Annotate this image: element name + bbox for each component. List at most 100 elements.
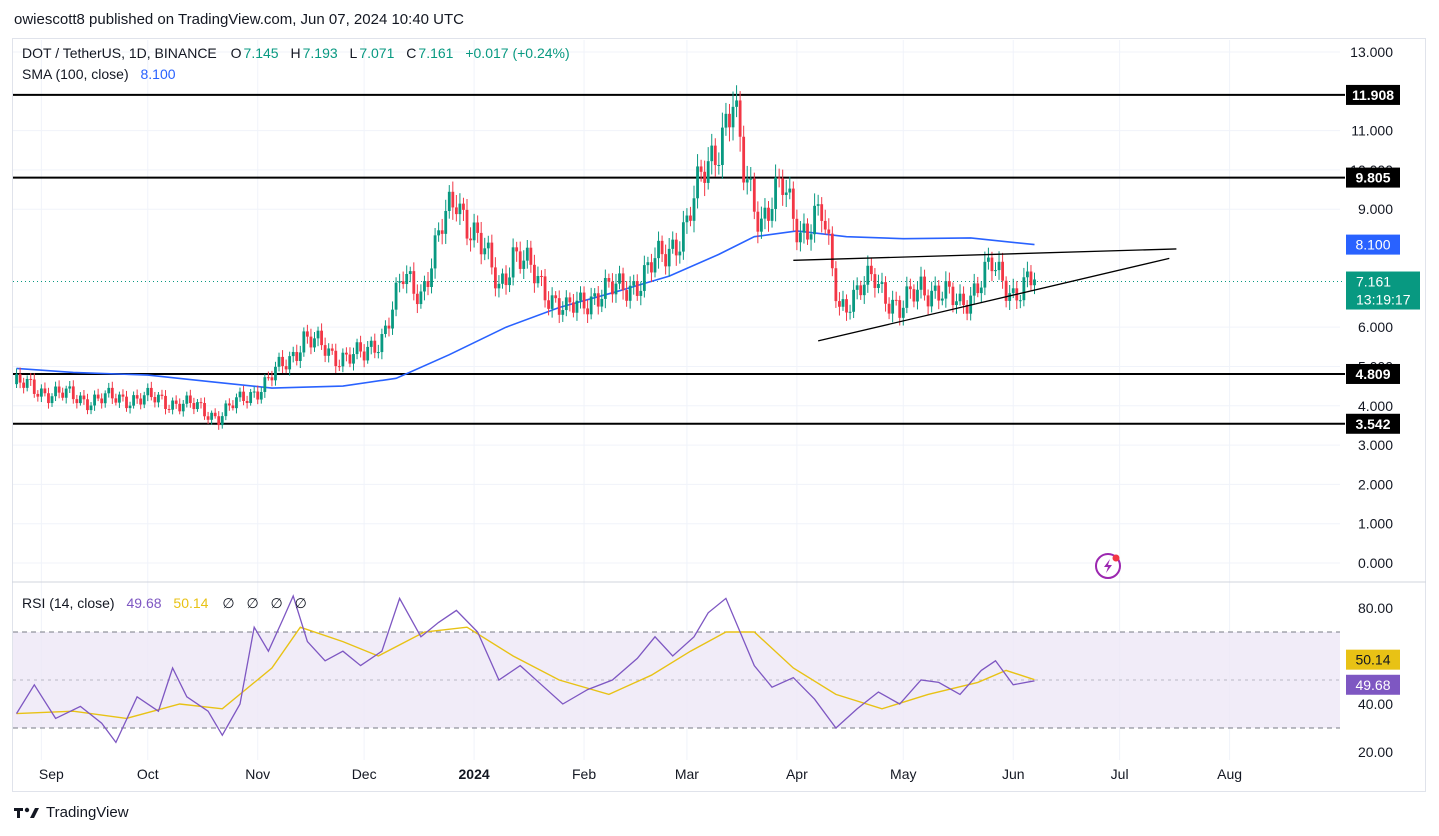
candle-body — [699, 166, 703, 172]
candle-body — [657, 240, 660, 259]
candle-body — [696, 166, 699, 199]
candle-body — [554, 295, 558, 299]
candle-body — [869, 265, 873, 275]
candle-body — [987, 257, 990, 262]
candle-body — [419, 291, 423, 305]
lightning-icon[interactable] — [1095, 553, 1121, 579]
candle-body — [164, 395, 167, 410]
candle-body — [43, 388, 47, 394]
candle-body — [64, 388, 68, 398]
trendlines — [793, 248, 1177, 342]
price-tick-label: 3.000 — [1358, 437, 1393, 453]
candle-body — [160, 394, 164, 396]
candle-body — [61, 392, 65, 398]
candle-body — [518, 251, 522, 269]
candle-body — [667, 248, 671, 267]
candle-body — [479, 232, 483, 255]
candle-body — [990, 257, 994, 272]
candle-body — [720, 127, 724, 165]
candle-body — [905, 286, 909, 308]
candle-body — [458, 203, 462, 215]
candle-body — [1022, 277, 1026, 301]
candle-body — [181, 403, 185, 412]
candle-body — [1008, 293, 1012, 301]
candle-body — [550, 295, 554, 309]
candle-body — [32, 379, 36, 394]
candle-body — [838, 301, 841, 307]
rsi-band — [13, 632, 1340, 728]
candle-body — [281, 356, 284, 367]
price-legend: DOT / TetherUS, 1D, BINANCE O 7.145 H 7.19… — [22, 45, 572, 61]
price-tick-label: 4.000 — [1358, 398, 1393, 414]
candle-body — [841, 299, 845, 307]
candle-body — [348, 354, 352, 364]
rsi-tick-label: 40.00 — [1358, 696, 1393, 712]
candle-body — [387, 325, 391, 329]
candle-body — [919, 276, 923, 290]
candle-body — [653, 258, 657, 273]
candle-body — [437, 230, 441, 236]
candle-body — [320, 330, 323, 346]
rsi-legend: RSI (14, close) 49.68 50.14 ∅ ∅ ∅ ∅ — [22, 595, 309, 612]
candle-body — [135, 395, 139, 399]
candle-body — [508, 277, 511, 286]
candle-body — [295, 351, 299, 361]
candle-body — [770, 208, 774, 221]
candle-body — [440, 230, 444, 234]
candle-body — [834, 268, 838, 302]
level-badge — [1346, 167, 1400, 188]
candle-body — [859, 285, 863, 296]
time-tick-label: Apr — [786, 766, 808, 782]
candle-body — [681, 222, 685, 252]
candle-body — [759, 218, 763, 232]
candle-body — [731, 106, 735, 128]
time-tick-label: May — [890, 766, 916, 782]
candle-body — [536, 275, 540, 284]
candle-body — [462, 203, 465, 210]
candle-body — [621, 273, 625, 291]
candle-body — [415, 293, 419, 305]
candle-body — [891, 299, 895, 314]
candle-body — [259, 391, 263, 400]
candle-body — [515, 247, 519, 252]
candle-body — [68, 386, 72, 389]
candle-body — [75, 399, 79, 404]
footer: TradingView — [14, 804, 129, 821]
candle-body — [713, 145, 717, 166]
candle-body — [1026, 271, 1029, 278]
candle-body — [561, 310, 565, 315]
candle-body — [983, 261, 987, 288]
candle-body — [82, 395, 86, 400]
candle-body — [962, 293, 965, 305]
candle-body — [997, 261, 1001, 271]
candle-body — [483, 248, 487, 255]
candle-body — [362, 351, 366, 361]
candle-body — [898, 300, 902, 318]
candle-body — [125, 396, 128, 409]
candle-body — [628, 285, 632, 301]
candle-body — [877, 283, 880, 288]
time-tick-label: Mar — [675, 766, 699, 782]
high-value: 7.193 — [302, 45, 338, 61]
candle-body — [408, 271, 412, 274]
candle-body — [366, 346, 370, 361]
candle-body — [18, 374, 22, 383]
candle-body — [749, 178, 753, 180]
candle-body — [167, 409, 171, 411]
candle-body — [171, 400, 175, 410]
candle-body — [816, 204, 820, 206]
trendline — [818, 257, 1170, 342]
candle-body — [235, 397, 238, 409]
time-tick-label: Sep — [39, 766, 64, 782]
candle-body — [266, 377, 270, 379]
candle-body — [940, 298, 944, 301]
candle-body — [543, 276, 547, 301]
candle-body — [25, 378, 29, 388]
candle-body — [795, 218, 799, 243]
candle-body — [252, 391, 256, 393]
horizontal-levels — [13, 93, 1345, 425]
candle-body — [274, 366, 277, 381]
candle-body — [1033, 279, 1036, 286]
rsi-ma-value: 50.14 — [173, 595, 209, 611]
